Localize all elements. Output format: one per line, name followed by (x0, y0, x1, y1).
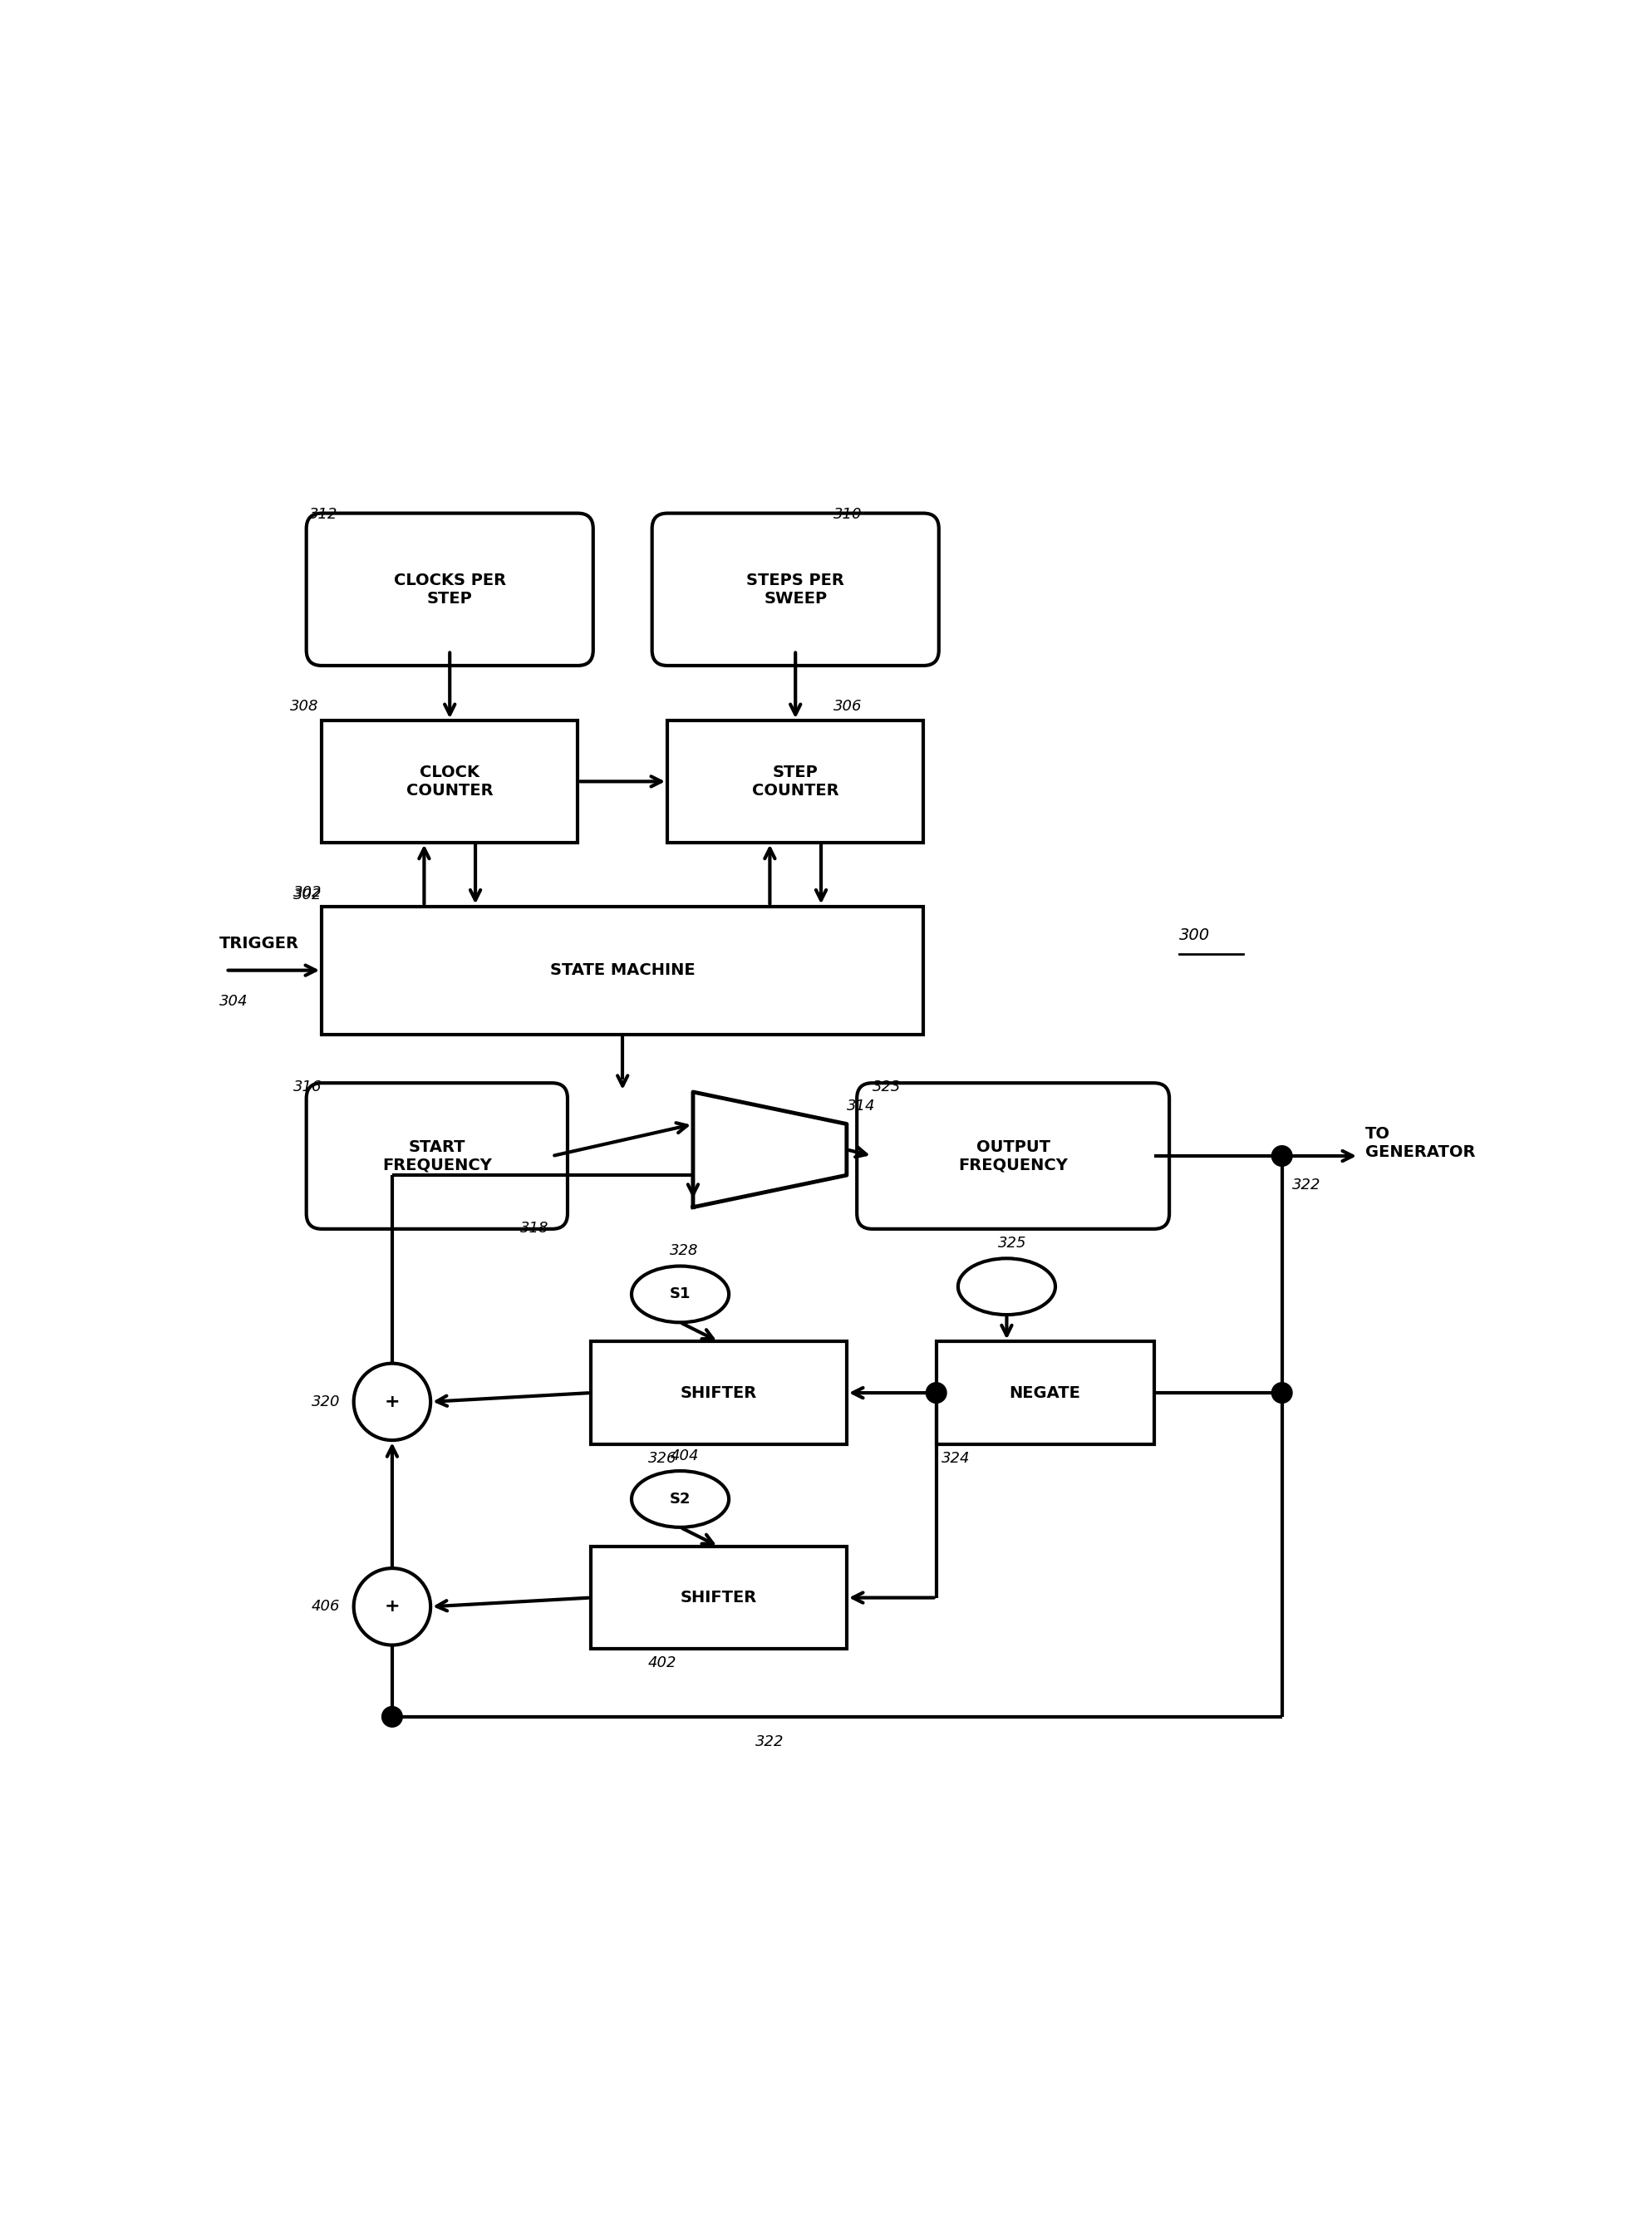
FancyBboxPatch shape (857, 1082, 1170, 1228)
Text: 302: 302 (294, 885, 322, 901)
Bar (591, 1547, 847, 1649)
Text: 325: 325 (998, 1235, 1026, 1250)
Text: 304: 304 (220, 994, 248, 1009)
Text: NEGATE: NEGATE (1009, 1385, 1080, 1401)
Text: 322: 322 (1292, 1177, 1322, 1193)
Text: TRIGGER: TRIGGER (220, 936, 299, 952)
Text: 402: 402 (648, 1655, 677, 1671)
Text: 406: 406 (312, 1600, 340, 1613)
Text: CLOCK
COUNTER: CLOCK COUNTER (406, 763, 494, 799)
Text: 300: 300 (1180, 927, 1211, 943)
Text: 322: 322 (755, 1735, 785, 1750)
Text: OUTPUT
FREQUENCY: OUTPUT FREQUENCY (958, 1140, 1067, 1173)
Text: SHIFTER: SHIFTER (681, 1589, 757, 1607)
Bar (591, 1341, 847, 1445)
Circle shape (1272, 1146, 1292, 1166)
Bar (667, 721, 923, 843)
Text: 328: 328 (671, 1244, 699, 1259)
Bar (322, 721, 578, 843)
FancyBboxPatch shape (306, 513, 593, 666)
Ellipse shape (958, 1259, 1056, 1315)
Ellipse shape (631, 1472, 729, 1527)
Circle shape (1272, 1383, 1292, 1403)
FancyBboxPatch shape (653, 513, 938, 666)
Text: 323: 323 (872, 1080, 900, 1095)
Bar (322, 907, 923, 1033)
Circle shape (927, 1383, 947, 1403)
Text: 320: 320 (312, 1394, 340, 1410)
Text: SHIFTER: SHIFTER (681, 1385, 757, 1401)
Text: S2: S2 (669, 1492, 691, 1507)
Text: 404: 404 (671, 1447, 699, 1463)
Text: STATE MACHINE: STATE MACHINE (550, 963, 695, 978)
Ellipse shape (631, 1266, 729, 1323)
Text: 308: 308 (289, 699, 319, 715)
Text: 318: 318 (520, 1219, 548, 1235)
Text: +: + (385, 1598, 400, 1615)
Text: START
FREQUENCY: START FREQUENCY (382, 1140, 492, 1173)
Text: 314: 314 (847, 1100, 876, 1113)
Bar (937, 1341, 1155, 1445)
Text: 306: 306 (834, 699, 862, 715)
Text: 302: 302 (294, 887, 322, 903)
Text: +: + (385, 1394, 400, 1410)
FancyBboxPatch shape (306, 1082, 568, 1228)
Polygon shape (694, 1091, 847, 1206)
Text: STEPS PER
SWEEP: STEPS PER SWEEP (747, 573, 844, 606)
Circle shape (382, 1706, 403, 1726)
Text: 312: 312 (309, 507, 337, 522)
Text: S1: S1 (669, 1286, 691, 1301)
Text: STEP
COUNTER: STEP COUNTER (752, 763, 839, 799)
Text: 326: 326 (648, 1452, 677, 1465)
Text: 316: 316 (294, 1080, 322, 1095)
Text: TO
GENERATOR: TO GENERATOR (1365, 1126, 1475, 1160)
Text: CLOCKS PER
STEP: CLOCKS PER STEP (393, 573, 506, 606)
Text: 310: 310 (834, 507, 862, 522)
Text: 324: 324 (942, 1452, 970, 1465)
